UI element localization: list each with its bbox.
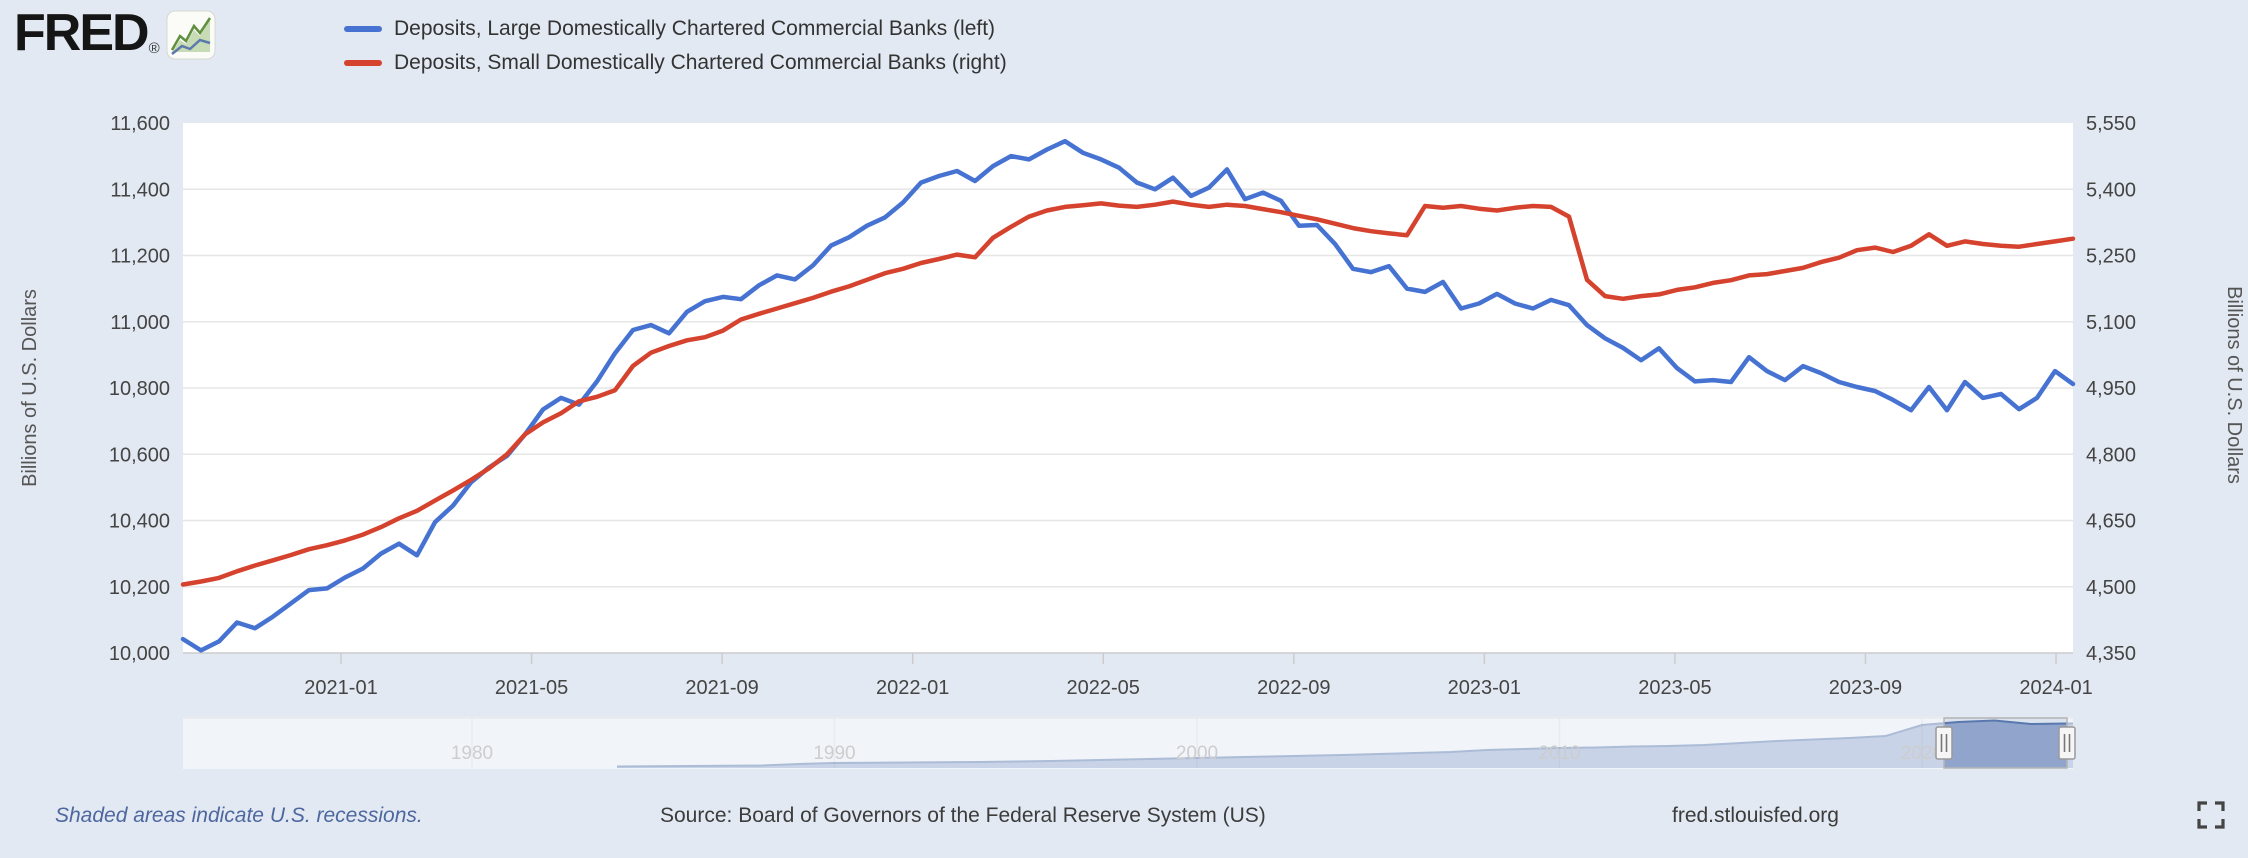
y-left-tick-label: 11,400 — [110, 179, 170, 201]
y-left-tick-label: 10,200 — [109, 577, 170, 599]
legend-label-large-banks: Deposits, Large Domestically Chartered C… — [394, 17, 996, 40]
y-right-tick-label: 5,250 — [2086, 246, 2136, 268]
y-axis-title-left: Billions of U.S. Dollars — [19, 289, 41, 487]
x-tick-label: 2023-09 — [1829, 677, 1902, 699]
plot-area[interactable] — [183, 123, 2073, 653]
y-right-tick-label: 4,500 — [2086, 577, 2136, 599]
series-lines — [180, 138, 2076, 653]
y-left-tick-label: 11,600 — [110, 113, 170, 135]
x-tick-label: 2021-01 — [304, 677, 377, 699]
navigator-handle-right[interactable] — [2058, 726, 2076, 760]
fullscreen-icon[interactable] — [2196, 800, 2226, 830]
y-left-tick-label: 11,000 — [110, 312, 170, 334]
x-tick-label: 2021-05 — [495, 677, 568, 699]
axis-ticks: 11,600 5,550 11,400 5,400 11,200 5,250 11,000 5… — [109, 113, 2136, 699]
y-right-tick-label: 4,650 — [2086, 511, 2136, 533]
fred-site-link[interactable]: fred.stlouisfed.org — [1672, 804, 1839, 827]
x-tick-label: 2021-09 — [685, 677, 758, 699]
y-right-tick-label: 4,950 — [2086, 378, 2136, 400]
y-right-tick-label: 4,800 — [2086, 444, 2136, 466]
range-selector-navigator: 19801990200020102020 — [183, 717, 2076, 769]
navigator-selected-range[interactable] — [1943, 717, 2068, 769]
y-right-tick-label: 5,550 — [2086, 113, 2136, 135]
y-right-tick-label: 5,100 — [2086, 312, 2136, 334]
x-tick-label: 2023-01 — [1448, 677, 1521, 699]
y-left-tick-label: 10,400 — [109, 511, 170, 533]
x-tick-label: 2022-01 — [876, 677, 949, 699]
navigator-handle-left[interactable] — [1935, 726, 1953, 760]
y-right-tick-label: 4,350 — [2086, 643, 2136, 665]
x-tick-label: 2022-09 — [1257, 677, 1330, 699]
legend-item-large-banks: Deposits, Large Domestically Chartered C… — [344, 12, 1007, 46]
y-left-tick-label: 10,800 — [109, 378, 170, 400]
y-left-tick-label: 10,000 — [109, 643, 170, 665]
y-left-tick-label: 10,600 — [109, 444, 170, 466]
x-tick-label: 2022-05 — [1067, 677, 1140, 699]
fred-logo: FRED ® — [14, 6, 216, 65]
legend-swatch-large-banks — [344, 26, 382, 32]
y-right-tick-label: 5,400 — [2086, 179, 2136, 201]
series-line-small-banks — [180, 199, 2076, 587]
source-attribution: Source: Board of Governors of the Federa… — [660, 804, 1266, 827]
legend-item-small-banks: Deposits, Small Domestically Chartered C… — [344, 46, 1007, 80]
recession-note: Shaded areas indicate U.S. recessions. — [55, 804, 423, 827]
legend-swatch-small-banks — [344, 60, 382, 66]
registered-trademark: ® — [148, 40, 160, 57]
legend: Deposits, Large Domestically Chartered C… — [344, 12, 1007, 80]
y-axis-title-right: Billions of U.S. Dollars — [2223, 286, 2245, 484]
legend-label-small-banks: Deposits, Small Domestically Chartered C… — [394, 51, 1007, 74]
x-tick-label: 2023-05 — [1638, 677, 1711, 699]
gridlines — [183, 188, 2073, 654]
y-left-tick-label: 11,200 — [110, 246, 170, 268]
fred-logo-text: FRED — [14, 4, 150, 62]
navigator-mask-left — [183, 717, 1944, 769]
x-tick-label: 2024-01 — [2019, 677, 2092, 699]
fred-graph-icon — [166, 10, 216, 65]
